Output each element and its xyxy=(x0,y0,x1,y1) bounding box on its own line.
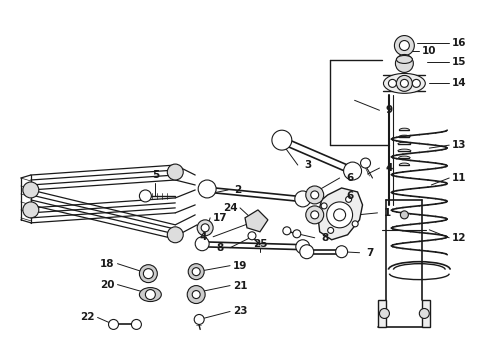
Circle shape xyxy=(360,158,370,168)
Circle shape xyxy=(310,211,318,219)
Circle shape xyxy=(23,182,39,198)
Text: 20: 20 xyxy=(100,280,115,289)
Circle shape xyxy=(282,227,290,235)
Circle shape xyxy=(321,203,326,209)
Text: 3: 3 xyxy=(304,160,311,170)
Text: 4: 4 xyxy=(199,232,206,242)
Circle shape xyxy=(305,206,323,224)
Text: 22: 22 xyxy=(80,312,95,323)
Circle shape xyxy=(192,268,200,276)
Text: 11: 11 xyxy=(451,173,466,183)
Text: 1: 1 xyxy=(383,208,390,218)
Circle shape xyxy=(419,309,428,319)
Circle shape xyxy=(145,289,155,300)
Circle shape xyxy=(400,211,407,219)
Text: 6: 6 xyxy=(346,191,352,201)
Text: 6: 6 xyxy=(346,173,352,183)
Circle shape xyxy=(23,202,39,218)
Circle shape xyxy=(399,41,408,50)
Circle shape xyxy=(131,319,141,329)
Text: 19: 19 xyxy=(232,261,247,271)
Circle shape xyxy=(194,315,203,324)
Ellipse shape xyxy=(383,73,425,93)
Text: 13: 13 xyxy=(451,140,466,150)
Circle shape xyxy=(139,265,157,283)
Text: 10: 10 xyxy=(421,45,436,55)
Text: 24: 24 xyxy=(223,203,237,213)
Text: 9: 9 xyxy=(385,105,392,115)
Text: 8: 8 xyxy=(216,243,224,253)
Polygon shape xyxy=(378,300,386,328)
Circle shape xyxy=(201,224,209,232)
Text: 25: 25 xyxy=(252,239,266,249)
Ellipse shape xyxy=(396,55,411,63)
Circle shape xyxy=(198,180,216,198)
Polygon shape xyxy=(244,210,267,232)
Circle shape xyxy=(195,237,209,251)
Circle shape xyxy=(167,227,183,243)
Circle shape xyxy=(108,319,118,329)
Circle shape xyxy=(310,191,318,199)
Circle shape xyxy=(400,80,407,87)
Circle shape xyxy=(395,54,412,72)
Text: 17: 17 xyxy=(212,213,227,223)
Circle shape xyxy=(327,228,333,233)
Text: 8: 8 xyxy=(321,233,327,243)
Text: 23: 23 xyxy=(232,306,247,316)
Circle shape xyxy=(247,232,255,240)
Circle shape xyxy=(345,196,351,202)
Circle shape xyxy=(396,75,411,91)
Ellipse shape xyxy=(139,288,161,302)
Circle shape xyxy=(299,245,313,259)
Circle shape xyxy=(188,264,203,280)
Circle shape xyxy=(351,221,357,227)
Text: 18: 18 xyxy=(100,259,115,269)
Circle shape xyxy=(333,209,345,221)
Circle shape xyxy=(271,130,291,150)
Text: 14: 14 xyxy=(451,78,466,88)
Circle shape xyxy=(295,240,309,254)
Circle shape xyxy=(197,220,213,236)
Circle shape xyxy=(187,285,205,303)
Circle shape xyxy=(143,269,153,279)
Text: 16: 16 xyxy=(451,37,466,48)
Circle shape xyxy=(379,309,388,319)
Circle shape xyxy=(192,291,200,298)
Text: 7: 7 xyxy=(365,248,372,258)
Polygon shape xyxy=(317,188,362,240)
Circle shape xyxy=(139,190,151,202)
Circle shape xyxy=(387,80,396,87)
Circle shape xyxy=(292,230,300,238)
Text: 15: 15 xyxy=(451,58,466,67)
Text: 12: 12 xyxy=(451,233,466,243)
Text: 21: 21 xyxy=(232,280,247,291)
Circle shape xyxy=(411,80,420,87)
Circle shape xyxy=(326,202,352,228)
Text: 2: 2 xyxy=(234,185,241,195)
Polygon shape xyxy=(422,300,429,328)
Circle shape xyxy=(294,191,310,207)
Text: 4: 4 xyxy=(385,163,392,173)
Circle shape xyxy=(335,246,347,258)
Circle shape xyxy=(305,186,323,204)
Circle shape xyxy=(394,36,413,55)
Text: 5: 5 xyxy=(151,170,159,180)
Circle shape xyxy=(167,164,183,180)
Circle shape xyxy=(343,162,361,180)
